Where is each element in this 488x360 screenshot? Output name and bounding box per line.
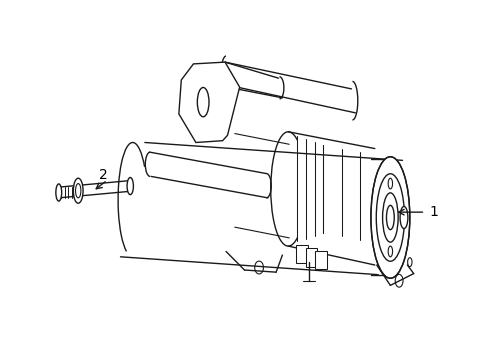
FancyBboxPatch shape: [315, 251, 326, 269]
Ellipse shape: [73, 178, 83, 203]
Polygon shape: [179, 62, 239, 143]
Text: 2: 2: [99, 168, 108, 182]
Ellipse shape: [127, 177, 133, 195]
FancyBboxPatch shape: [295, 245, 307, 263]
FancyBboxPatch shape: [305, 248, 317, 267]
Ellipse shape: [370, 157, 409, 278]
Ellipse shape: [399, 206, 407, 229]
Text: 1: 1: [428, 205, 437, 219]
Ellipse shape: [386, 205, 393, 230]
Ellipse shape: [56, 184, 61, 201]
